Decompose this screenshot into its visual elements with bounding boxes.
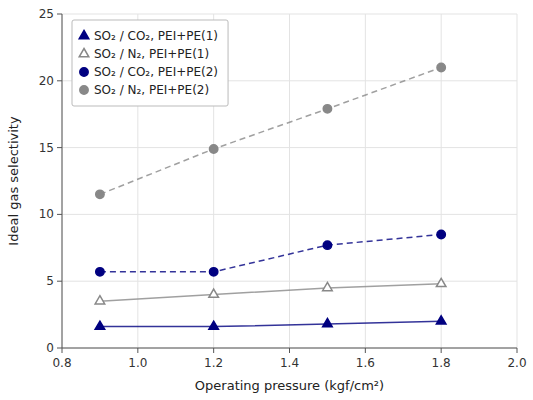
y-tick-label: 10 bbox=[39, 207, 54, 221]
legend-item: SO₂ / N₂, PEI+PE(2) bbox=[80, 83, 209, 97]
series-line bbox=[100, 234, 441, 271]
series-line bbox=[100, 284, 441, 301]
legend-swatch bbox=[80, 68, 88, 76]
y-tick-label: 20 bbox=[39, 74, 54, 88]
data-point bbox=[323, 318, 333, 326]
x-tick bbox=[137, 348, 138, 353]
data-point bbox=[323, 282, 333, 290]
x-tick-label: 1.2 bbox=[204, 356, 223, 370]
data-point bbox=[436, 278, 446, 286]
legend-label: SO₂ / N₂, PEI+PE(2) bbox=[94, 83, 209, 97]
y-tick bbox=[57, 147, 62, 148]
x-tick bbox=[62, 348, 63, 353]
x-tick-label: 1.8 bbox=[432, 356, 451, 370]
x-grid-line bbox=[62, 14, 63, 348]
x-tick-label: 1.4 bbox=[280, 356, 299, 370]
y-tick bbox=[57, 14, 62, 15]
legend-swatch bbox=[80, 86, 88, 94]
x-tick-label: 1.0 bbox=[128, 356, 147, 370]
legend-box bbox=[72, 20, 228, 106]
y-tick-label: 15 bbox=[39, 141, 54, 155]
x-tick bbox=[289, 348, 290, 353]
grid bbox=[62, 14, 517, 348]
legend-swatch bbox=[79, 49, 89, 57]
data-point bbox=[96, 268, 104, 276]
data-point bbox=[95, 296, 105, 304]
legend-label: SO₂ / CO₂, PEI+PE(2) bbox=[94, 65, 218, 79]
y-tick bbox=[57, 80, 62, 81]
data-point bbox=[209, 145, 217, 153]
x-grid-line bbox=[517, 14, 518, 348]
data-point bbox=[209, 289, 219, 297]
x-tick-label: 0.8 bbox=[52, 356, 71, 370]
legend-label: SO₂ / N₂, PEI+PE(1) bbox=[94, 47, 209, 61]
axes: 0.8 1.0 1.2 1.4 1.6 1.8 2.0 0 5 10 15 20 25 bbox=[39, 7, 527, 370]
x-axis-label: Operating pressure (kgf/cm²) bbox=[195, 378, 384, 393]
chart: 0.8 1.0 1.2 1.4 1.6 1.8 2.0 0 5 10 15 20 25 Operating… bbox=[0, 0, 533, 400]
x-grid-line bbox=[365, 14, 366, 348]
data-point bbox=[323, 241, 331, 249]
y-axis-label: Ideal gas selectivity bbox=[6, 116, 21, 246]
x-tick bbox=[365, 348, 366, 353]
y-tick-label: 0 bbox=[46, 341, 54, 355]
legend-swatch bbox=[79, 31, 89, 39]
data-point bbox=[436, 316, 446, 324]
legend-label: SO₂ / CO₂, PEI+PE(1) bbox=[94, 29, 218, 43]
y-tick-label: 5 bbox=[46, 274, 54, 288]
legend-item: SO₂ / CO₂, PEI+PE(2) bbox=[80, 65, 218, 79]
x-tick bbox=[517, 348, 518, 353]
data-point bbox=[209, 321, 219, 329]
data-point bbox=[437, 63, 445, 71]
x-tick bbox=[441, 348, 442, 353]
data-point bbox=[209, 268, 217, 276]
legend: SO₂ / CO₂, PEI+PE(1) SO₂ / N₂, PEI+PE(1) S… bbox=[72, 20, 228, 106]
y-tick bbox=[57, 348, 62, 349]
x-grid-line bbox=[289, 14, 290, 348]
y-tick-label: 25 bbox=[39, 7, 54, 21]
data-point bbox=[437, 230, 445, 238]
data-point bbox=[323, 105, 331, 113]
y-axis-line bbox=[62, 14, 63, 348]
y-tick bbox=[57, 214, 62, 215]
data-point bbox=[95, 321, 105, 329]
x-tick-label: 2.0 bbox=[507, 356, 526, 370]
y-tick bbox=[57, 281, 62, 282]
data-point bbox=[96, 190, 104, 198]
x-tick-label: 1.6 bbox=[356, 356, 375, 370]
series-line bbox=[100, 321, 441, 326]
legend-item: SO₂ / N₂, PEI+PE(1) bbox=[79, 47, 209, 61]
x-tick bbox=[213, 348, 214, 353]
legend-item: SO₂ / CO₂, PEI+PE(1) bbox=[79, 29, 218, 43]
